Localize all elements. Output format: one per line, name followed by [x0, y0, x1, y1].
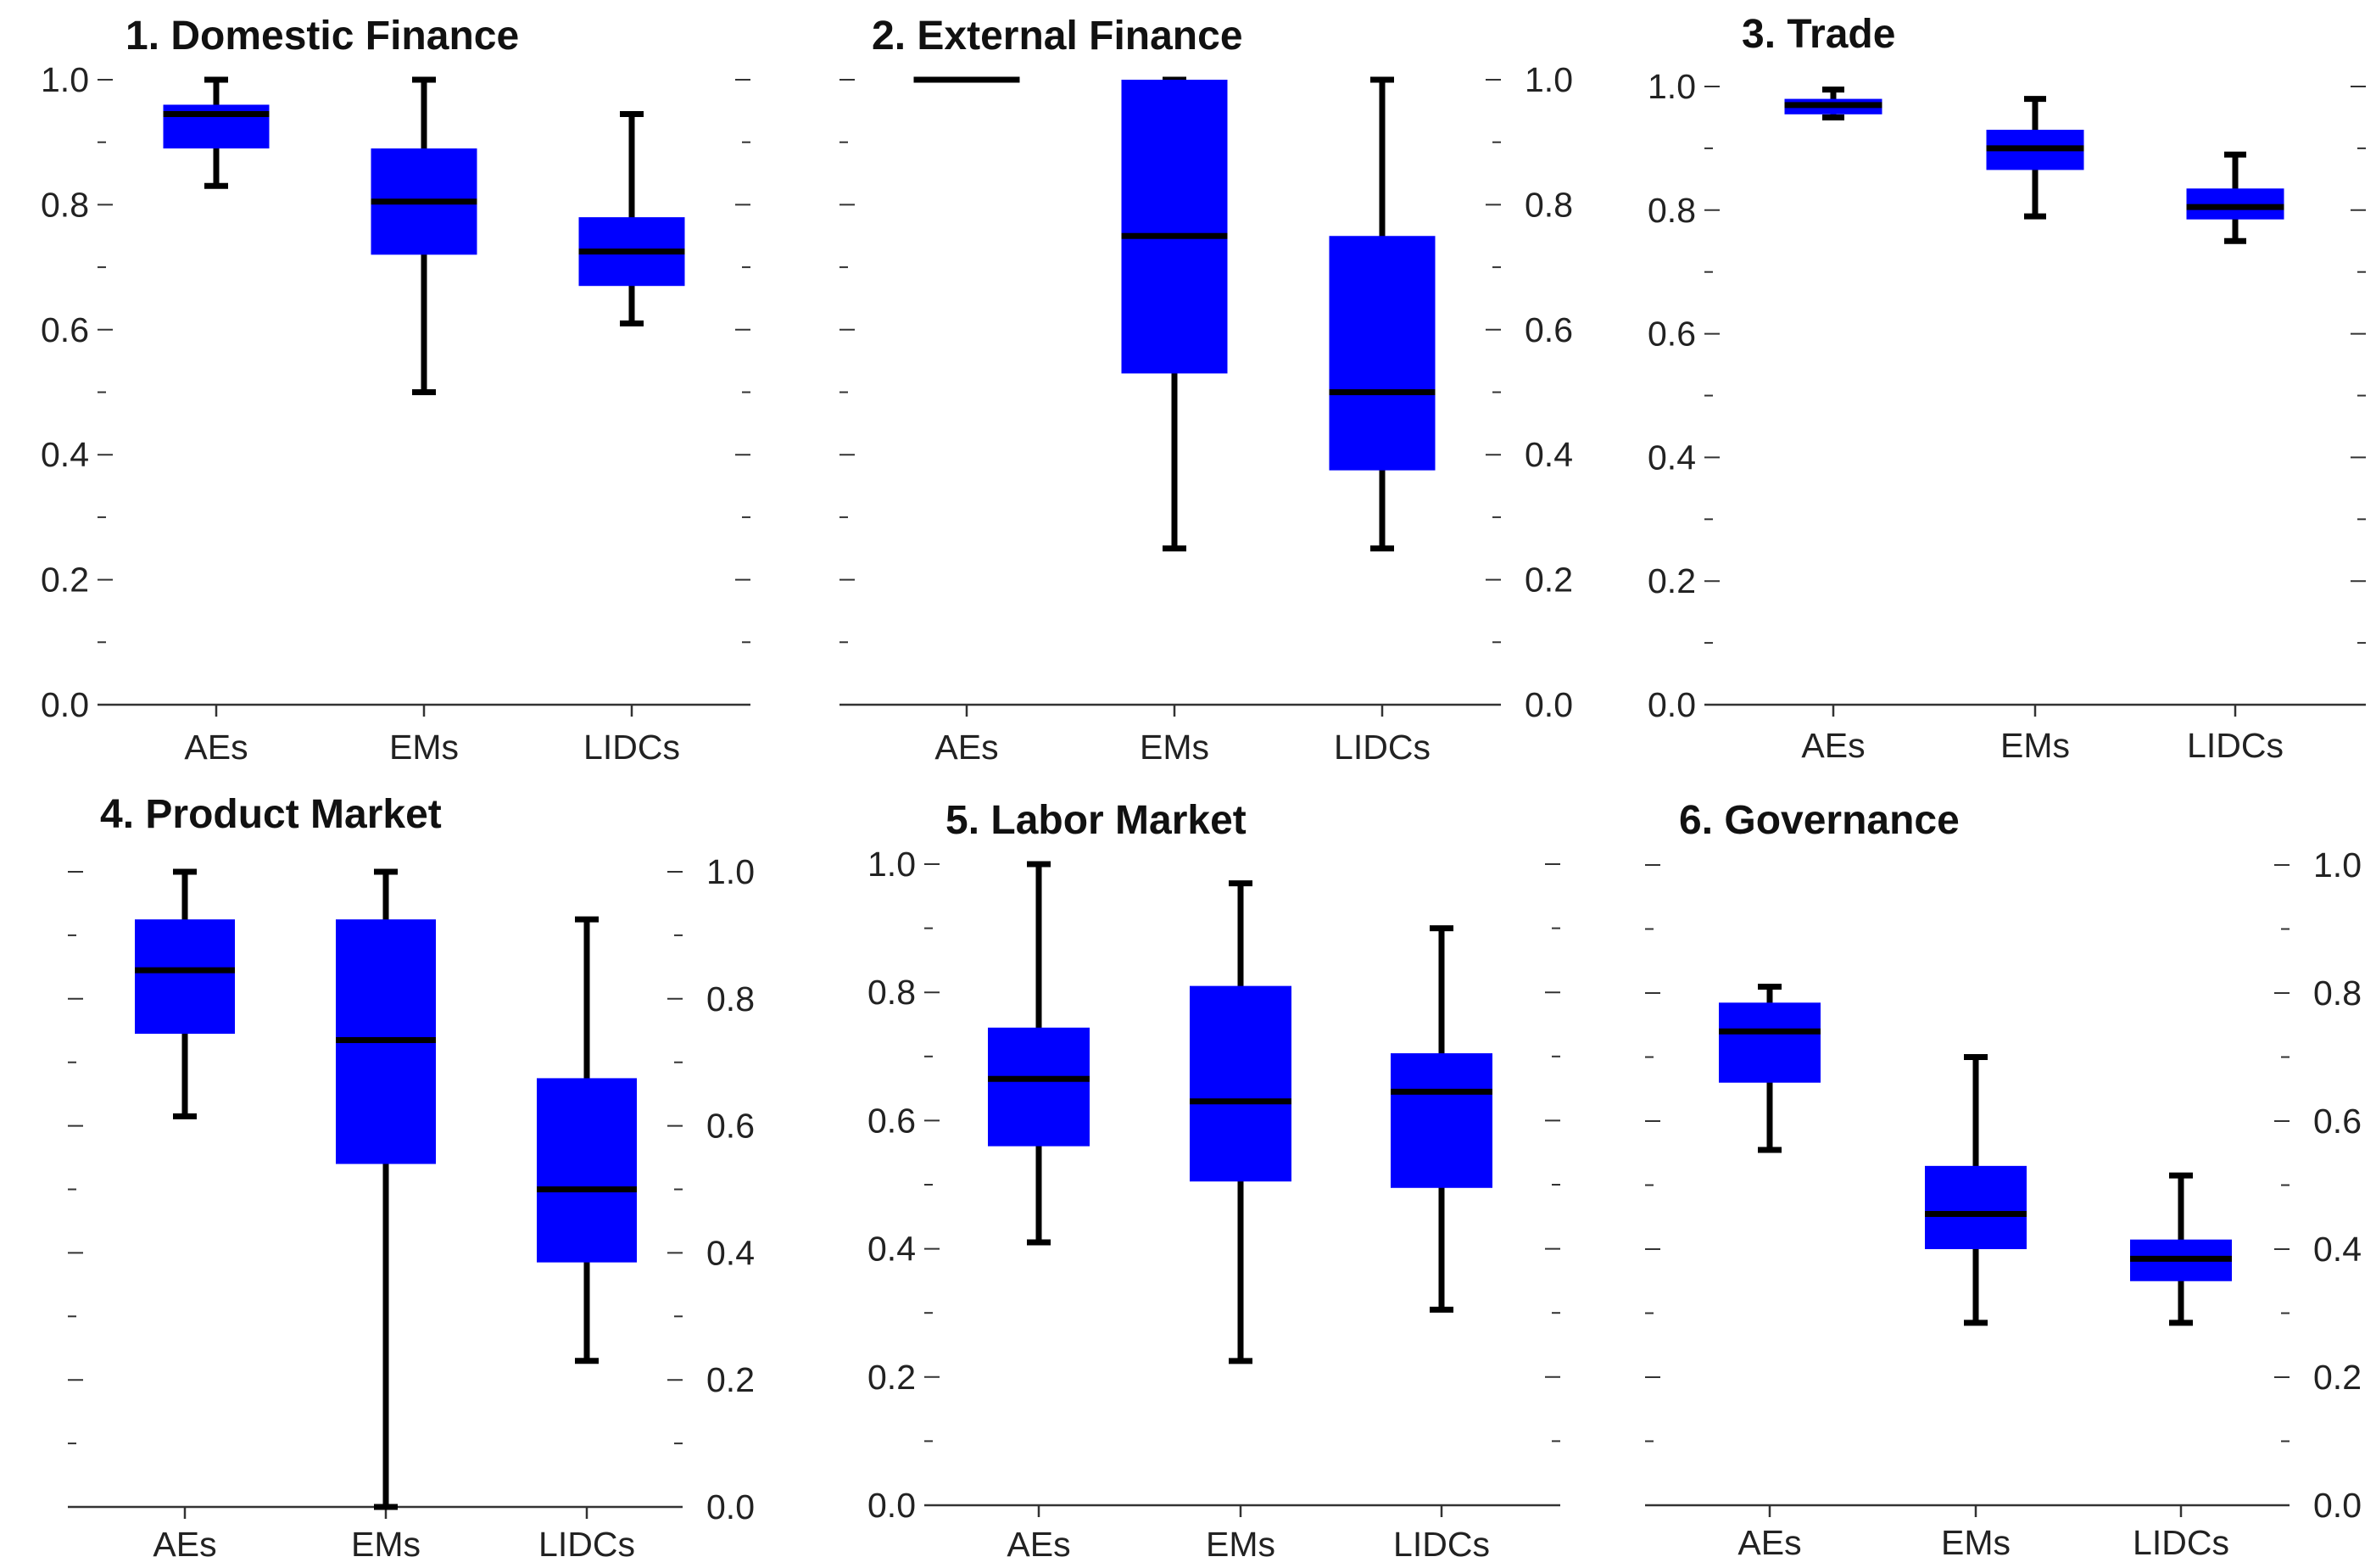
x-tick-label: EMs: [389, 728, 459, 767]
x-tick-label: AEs: [1007, 1525, 1070, 1564]
box-lidcs: [1391, 925, 1492, 1313]
x-tick-label: AEs: [934, 728, 998, 767]
y-tick-label: 1.0: [1648, 67, 1696, 106]
box-ems: [371, 76, 477, 395]
y-tick-label: 0.8: [41, 185, 89, 224]
y-tick-label: 0.8: [2313, 974, 2362, 1013]
x-tick-label: AEs: [1801, 726, 1865, 765]
box-aes: [988, 861, 1090, 1246]
box-ems: [336, 868, 436, 1510]
x-tick-label: LIDCs: [1393, 1525, 1490, 1564]
iqr-box: [1391, 1053, 1492, 1188]
y-tick-label: 0.2: [41, 561, 89, 600]
y-tick-label: 0.2: [2313, 1358, 2362, 1397]
x-tick-label: LIDCs: [1334, 728, 1431, 767]
box-aes: [1784, 86, 1882, 120]
y-tick-label: 0.2: [1525, 561, 1573, 600]
y-tick-label: 0.8: [867, 973, 916, 1012]
panel-title: 3. Trade: [1742, 12, 1895, 57]
y-tick-label: 0.4: [41, 435, 89, 474]
panel-6: 6. Governance AEs EMs LIDCs 0.0 0.2 0.4 0.6 0.8 1…: [1645, 798, 2362, 1562]
y-tick-label: 0.0: [41, 685, 89, 724]
x-tick-label: LIDCs: [538, 1525, 635, 1564]
box-aes: [1719, 983, 1821, 1153]
panel-title: 2. External Finance: [872, 14, 1243, 59]
y-tick-label: 0.4: [2313, 1230, 2362, 1269]
y-tick-label: 1.0: [867, 845, 916, 884]
panel-5: 5. Labor Market AEs EMs LIDCs 0.0 0.2 0.4 0.6 0.…: [867, 798, 1560, 1564]
y-tick-label: 0.6: [1648, 315, 1696, 354]
box-lidcs: [537, 916, 637, 1364]
panel-4: 4. Product Market AEs EMs LIDCs 0.0 0.2 0.4 0.6…: [68, 792, 755, 1564]
y-tick-label: 0.4: [706, 1233, 755, 1272]
y-tick-label: 1.0: [1525, 60, 1573, 99]
iqr-box: [1329, 236, 1436, 471]
y-tick-label: 0.0: [2313, 1486, 2362, 1525]
y-tick-label: 1.0: [2313, 845, 2362, 884]
panel-title: 1. Domestic Finance: [125, 14, 519, 59]
box-lidcs: [1329, 76, 1436, 552]
x-tick-label: EMs: [2000, 726, 2070, 765]
x-tick-label: EMs: [1941, 1523, 2011, 1562]
y-tick-label: 0.4: [1648, 438, 1696, 477]
box-ems: [1190, 880, 1291, 1364]
y-tick-label: 0.4: [867, 1230, 916, 1269]
panel-1: 1. Domestic Finance AEs EMs LIDCs 0.0 0.2 0.4 0…: [41, 14, 750, 767]
y-tick-label: 0.0: [1525, 685, 1573, 724]
y-tick-label: 0.6: [41, 310, 89, 349]
y-tick-label: 0.2: [706, 1360, 755, 1399]
iqr-box: [988, 1027, 1090, 1147]
box-lidcs: [2130, 1172, 2232, 1326]
y-tick-label: 0.8: [1648, 191, 1696, 230]
y-tick-label: 0.8: [706, 979, 755, 1018]
y-tick-label: 0.6: [2313, 1102, 2362, 1141]
panel-title: 5. Labor Market: [945, 798, 1247, 843]
box-aes: [163, 76, 270, 189]
panel-3: 3. Trade AEs EMs LIDCs 0.0 0.2 0.4 0.6 0.8 1.0: [1648, 12, 2366, 765]
y-tick-label: 1.0: [706, 852, 755, 891]
panel-2: 2. External Finance AEs EMs LIDCs 0.0 0.2 0.4 0…: [839, 14, 1573, 767]
y-tick-label: 1.0: [41, 60, 89, 99]
iqr-box: [1925, 1165, 2027, 1249]
box-ems: [1121, 76, 1228, 552]
y-tick-label: 0.2: [867, 1358, 916, 1397]
x-tick-label: EMs: [1206, 1525, 1275, 1564]
y-tick-label: 0.4: [1525, 435, 1573, 474]
x-tick-label: EMs: [351, 1525, 421, 1564]
panel-title: 4. Product Market: [100, 792, 442, 837]
box-ems: [1986, 96, 2084, 220]
y-tick-label: 0.0: [1648, 685, 1696, 724]
box-lidcs: [578, 111, 685, 326]
x-tick-label: EMs: [1140, 728, 1209, 767]
box-ems: [1925, 1054, 2027, 1326]
box-aes: [135, 868, 235, 1119]
x-tick-label: AEs: [153, 1525, 216, 1564]
iqr-box: [1190, 985, 1291, 1182]
iqr-box: [1719, 1002, 1821, 1083]
iqr-box: [135, 919, 235, 1034]
y-tick-label: 0.0: [706, 1487, 755, 1526]
y-tick-label: 0.8: [1525, 185, 1573, 224]
y-tick-label: 0.6: [867, 1101, 916, 1140]
x-tick-label: AEs: [184, 728, 248, 767]
y-tick-label: 0.6: [1525, 310, 1573, 349]
box-lidcs: [2186, 151, 2284, 244]
x-tick-label: LIDCs: [583, 728, 680, 767]
y-tick-label: 0.0: [867, 1486, 916, 1525]
y-tick-label: 0.2: [1648, 561, 1696, 600]
iqr-box: [1121, 80, 1228, 374]
iqr-box: [537, 1078, 637, 1263]
x-tick-label: LIDCs: [2187, 726, 2284, 765]
x-tick-label: LIDCs: [2133, 1523, 2229, 1562]
panel-title: 6. Governance: [1679, 798, 1960, 843]
iqr-box: [2186, 188, 2284, 220]
y-tick-label: 0.6: [706, 1107, 755, 1146]
x-tick-label: AEs: [1737, 1523, 1801, 1562]
